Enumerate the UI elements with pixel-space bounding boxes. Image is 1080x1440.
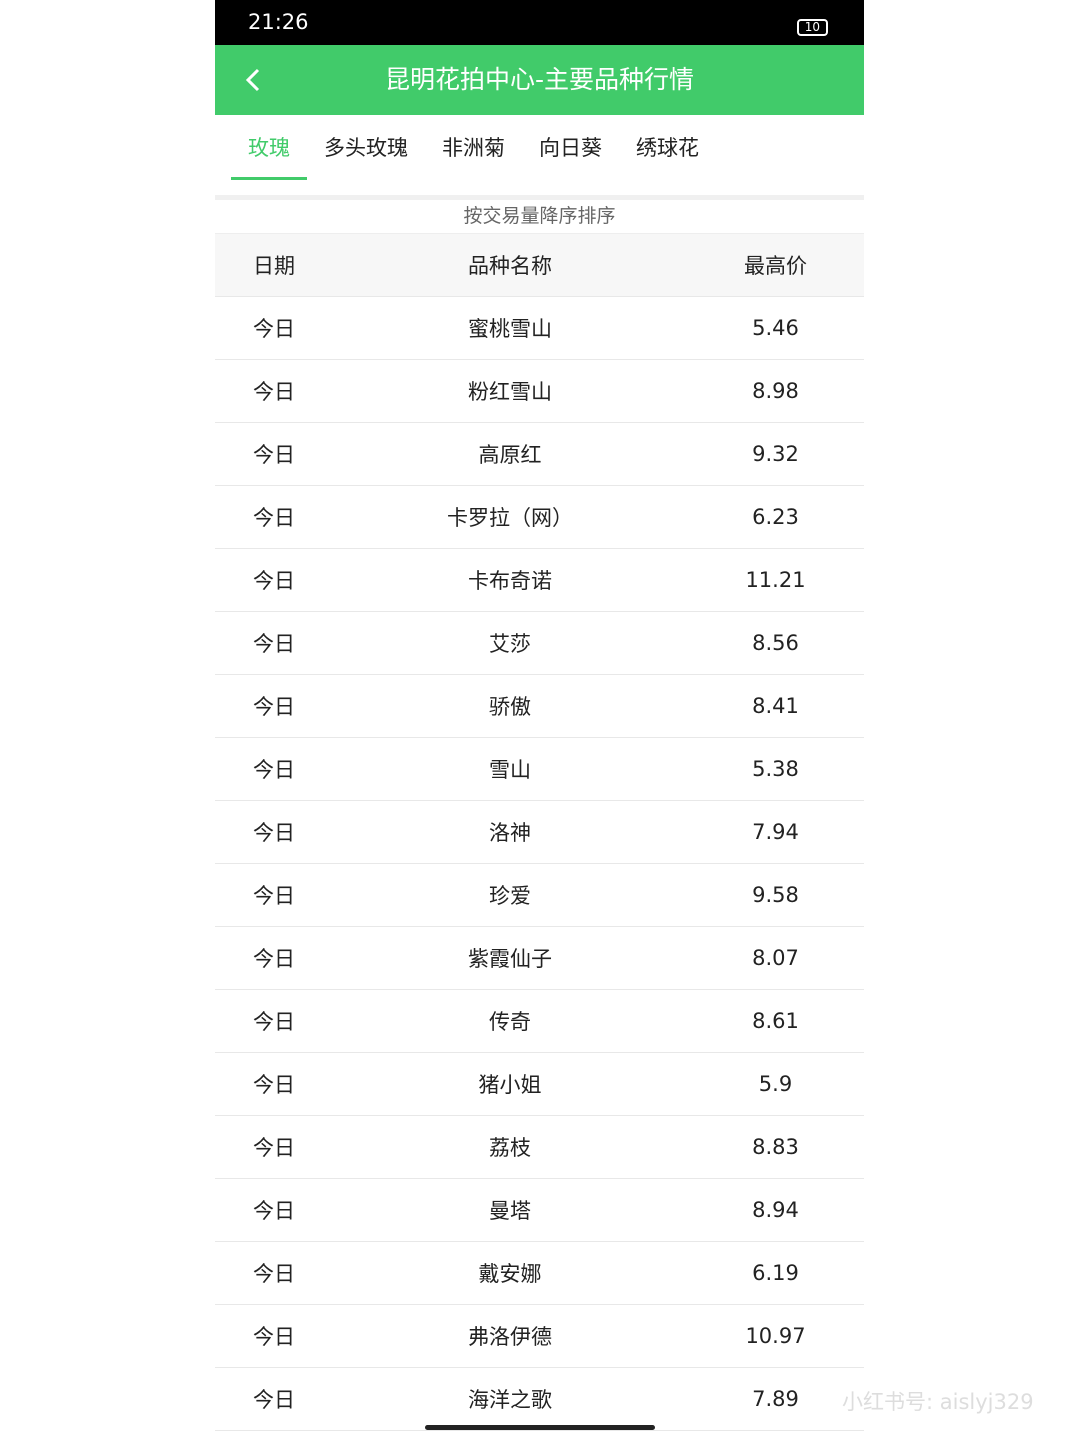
cell: 曼塔 bbox=[489, 1199, 531, 1223]
cell: 卡罗拉（网） bbox=[447, 506, 573, 530]
tab[interactable]: 多头玫瑰 bbox=[324, 136, 408, 160]
home-indicator bbox=[425, 1425, 655, 1430]
cell: 5.9 bbox=[758, 1072, 793, 1096]
cell: 骄傲 bbox=[489, 695, 531, 719]
cell: 10.97 bbox=[745, 1324, 806, 1348]
cell: 今日 bbox=[253, 758, 295, 782]
cell: 海洋之歌 bbox=[468, 1388, 552, 1412]
cell: 雪山 bbox=[489, 758, 531, 782]
cell: 高原红 bbox=[478, 443, 542, 467]
cell: 紫霞仙子 bbox=[468, 947, 552, 971]
table-row[interactable]: 今日 粉红雪山 8.98 bbox=[215, 360, 864, 423]
cell: 今日 bbox=[253, 569, 295, 593]
tab-bar: 玫瑰 多头玫瑰 非洲菊 向日葵 绣球花 bbox=[215, 115, 864, 195]
back-button[interactable] bbox=[243, 67, 263, 93]
cell: 8.83 bbox=[752, 1135, 799, 1159]
cell: 今日 bbox=[253, 884, 295, 908]
table-row[interactable]: 今日 曼塔 8.94 bbox=[215, 1179, 864, 1242]
cell: 今日 bbox=[253, 380, 295, 404]
cell: 5.38 bbox=[752, 757, 799, 781]
time: 21:26 bbox=[248, 10, 309, 34]
cell: 弗洛伊德 bbox=[468, 1325, 552, 1349]
cell: 今日 bbox=[253, 1388, 295, 1412]
tab[interactable]: 向日葵 bbox=[539, 136, 602, 160]
table-row[interactable]: 今日 珍爱 9.58 bbox=[215, 864, 864, 927]
tab[interactable]: 绣球花 bbox=[636, 136, 699, 160]
cell: 6.23 bbox=[752, 505, 799, 529]
cell: 今日 bbox=[253, 1325, 295, 1349]
table-row[interactable]: 今日 紫霞仙子 8.07 bbox=[215, 927, 864, 990]
cell: 8.98 bbox=[752, 379, 799, 403]
cell: 11.21 bbox=[745, 568, 806, 592]
cell: 艾莎 bbox=[489, 632, 531, 656]
cell: 今日 bbox=[253, 443, 295, 467]
cell: 8.07 bbox=[752, 946, 799, 970]
cell: 8.41 bbox=[752, 694, 799, 718]
cell: 今日 bbox=[253, 695, 295, 719]
table-row[interactable]: 今日 骄傲 8.41 bbox=[215, 675, 864, 738]
battery: 10 bbox=[796, 19, 828, 36]
table-row[interactable]: 今日 戴安娜 6.19 bbox=[215, 1242, 864, 1305]
column-header: 日期 bbox=[253, 254, 295, 278]
cell: 今日 bbox=[253, 1199, 295, 1223]
table-row[interactable]: 今日 艾莎 8.56 bbox=[215, 612, 864, 675]
cell: 8.61 bbox=[752, 1009, 799, 1033]
cell: 今日 bbox=[253, 821, 295, 845]
cell: 戴安娜 bbox=[478, 1262, 542, 1286]
cell: 8.94 bbox=[752, 1198, 799, 1222]
watermark: 小红书号: aislyj329 bbox=[842, 1390, 1034, 1414]
cell: 今日 bbox=[253, 1010, 295, 1034]
cell: 洛神 bbox=[489, 821, 531, 845]
cell: 猪小姐 bbox=[478, 1073, 542, 1097]
table-row[interactable]: 今日 卡布奇诺 11.21 bbox=[215, 549, 864, 612]
cell: 传奇 bbox=[489, 1010, 531, 1034]
cell: 6.19 bbox=[752, 1261, 799, 1285]
table-row[interactable]: 今日 雪山 5.38 bbox=[215, 738, 864, 801]
cell: 今日 bbox=[253, 506, 295, 530]
table: 日期 品种名称 最高价 今日 蜜桃雪山 5.46 今日 粉红雪山 8.98 今日 高原红 9.32 今日… bbox=[215, 234, 864, 1431]
table-row[interactable]: 今日 传奇 8.61 bbox=[215, 990, 864, 1053]
cell: 今日 bbox=[253, 947, 295, 971]
cell: 8.56 bbox=[752, 631, 799, 655]
cell: 今日 bbox=[253, 1136, 295, 1160]
cell: 7.89 bbox=[752, 1387, 799, 1411]
cell: 蜜桃雪山 bbox=[468, 317, 552, 341]
table-row[interactable]: 今日 高原红 9.32 bbox=[215, 423, 864, 486]
table-row[interactable]: 今日 荔枝 8.83 bbox=[215, 1116, 864, 1179]
status-bar: 21:26 10 bbox=[215, 0, 864, 45]
app-bar: 昆明花拍中心-主要品种行情 bbox=[215, 45, 864, 115]
cell: 珍爱 bbox=[489, 884, 531, 908]
cell: 9.58 bbox=[752, 883, 799, 907]
tab[interactable]: 非洲菊 bbox=[442, 136, 505, 160]
cell: 粉红雪山 bbox=[468, 380, 552, 404]
table-row[interactable]: 今日 卡罗拉（网） 6.23 bbox=[215, 486, 864, 549]
cell: 7.94 bbox=[752, 820, 799, 844]
cell: 今日 bbox=[253, 317, 295, 341]
screen: 21:26 10 昆明花拍中心-主要品种行情 玫瑰 多头玫瑰 非洲菊 向日葵 绣球花 按… bbox=[215, 0, 864, 1440]
cell: 今日 bbox=[253, 632, 295, 656]
title: 昆明花拍中心-主要品种行情 bbox=[384, 65, 695, 94]
cell: 5.46 bbox=[752, 316, 799, 340]
cell: 卡布奇诺 bbox=[468, 569, 552, 593]
tab[interactable]: 玫瑰 bbox=[231, 115, 307, 195]
cell: 今日 bbox=[253, 1262, 295, 1286]
cell: 今日 bbox=[253, 1073, 295, 1097]
table-row[interactable]: 今日 弗洛伊德 10.97 bbox=[215, 1305, 864, 1368]
column-header: 最高价 bbox=[744, 254, 807, 278]
table-row[interactable]: 今日 蜜桃雪山 5.46 bbox=[215, 297, 864, 360]
cell: 荔枝 bbox=[489, 1136, 531, 1160]
divider bbox=[215, 195, 864, 200]
table-row[interactable]: 今日 洛神 7.94 bbox=[215, 801, 864, 864]
table-row[interactable]: 今日 猪小姐 5.9 bbox=[215, 1053, 864, 1116]
header-row: 日期 品种名称 最高价 bbox=[215, 234, 864, 297]
cell: 9.32 bbox=[752, 442, 799, 466]
table-row[interactable]: 今日 海洋之歌 7.89 bbox=[215, 1368, 864, 1431]
column-header: 品种名称 bbox=[468, 254, 552, 278]
sort-label[interactable]: 按交易量降序排序 bbox=[215, 200, 864, 234]
